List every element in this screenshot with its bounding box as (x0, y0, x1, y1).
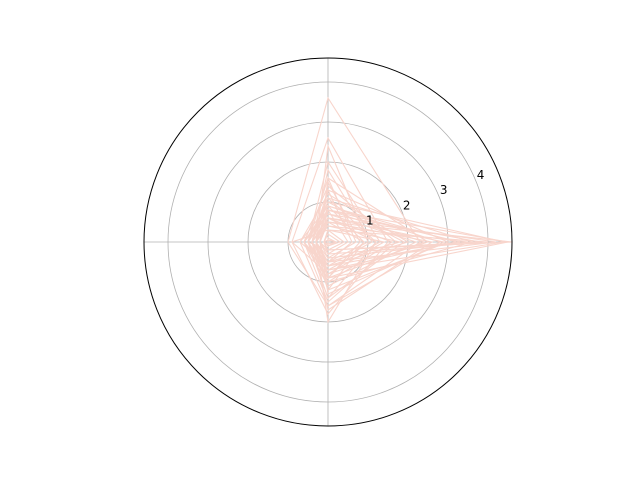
series-line-36 (299, 205, 442, 307)
series-line-34 (311, 189, 450, 291)
polar-frame (143, 57, 513, 427)
series-line-31 (327, 237, 338, 247)
series-line-21 (290, 229, 386, 275)
series-line-40 (315, 209, 461, 267)
r-tick-label-1: 1 (366, 214, 374, 228)
series-lines (287, 96, 513, 324)
series-line-38 (319, 221, 365, 280)
r-tick-label-3: 3 (440, 183, 448, 197)
series-line-39 (307, 177, 430, 275)
r-tick-label-4: 4 (477, 168, 485, 182)
series-line-5 (287, 96, 421, 307)
series-line-32 (322, 239, 337, 245)
r-tick-label-2: 2 (403, 198, 411, 212)
polar-outer-frame (143, 57, 513, 427)
radial-tick-labels: 1 2 3 4 (366, 168, 484, 228)
